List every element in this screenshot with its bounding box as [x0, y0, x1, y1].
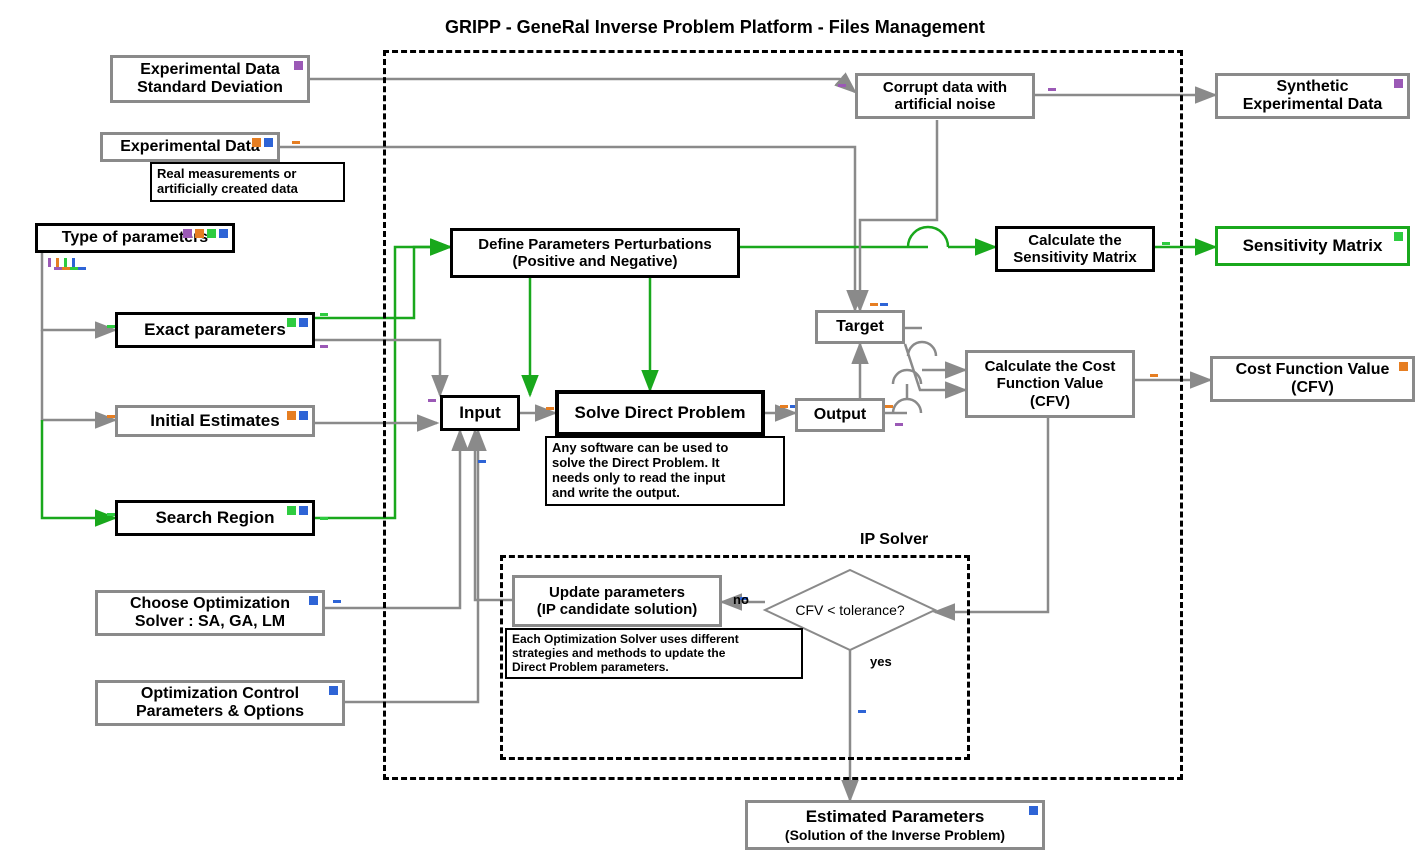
note-updnote: Each Optimization Solver uses differents… [505, 628, 803, 679]
node-estparam-sublabel: (Solution of the Inverse Problem) [785, 827, 1005, 843]
marker-blue [264, 138, 273, 147]
note-solvenote: Any software can be used tosolve the Dir… [545, 436, 785, 506]
node-define_pert: Define Parameters Perturbations(Positive… [450, 228, 740, 278]
node-solve-label: Solve Direct Problem [574, 403, 745, 423]
node-cfv-markers [1399, 362, 1408, 371]
node-define_pert-label: Define Parameters Perturbations(Positive… [478, 236, 711, 271]
node-exact: Exact parameters [115, 312, 315, 348]
node-estparam-label: Estimated Parameters [785, 807, 1005, 827]
node-sensmat: Sensitivity Matrix [1215, 226, 1410, 266]
node-synth: SyntheticExperimental Data [1215, 73, 1410, 119]
node-optcp-markers [329, 686, 338, 695]
marker-blue [329, 686, 338, 695]
node-initial-label: Initial Estimates [150, 411, 279, 431]
node-search: Search Region [115, 500, 315, 536]
node-synth-label: SyntheticExperimental Data [1243, 78, 1383, 115]
node-estparam-markers [1029, 806, 1038, 815]
marker-purple [183, 229, 192, 238]
node-calccfv: Calculate the CostFunction Value(CFV) [965, 350, 1135, 418]
node-corrupt: Corrupt data withartificial noise [855, 73, 1035, 119]
node-exp_data-label: Experimental Data [120, 138, 260, 156]
node-sensmat-markers [1394, 232, 1403, 241]
node-exp_data: Experimental Data [100, 132, 280, 162]
node-choose-label: Choose OptimizationSolver : SA, GA, LM [130, 595, 290, 632]
diamond-cfv-tol-yes: yes [870, 654, 892, 669]
node-corrupt-label: Corrupt data withartificial noise [883, 79, 1007, 114]
node-update: Update parameters(IP candidate solution) [512, 575, 722, 627]
marker-blue [1029, 806, 1038, 815]
node-sensmat-label: Sensitivity Matrix [1243, 236, 1383, 256]
marker-orange [1399, 362, 1408, 371]
node-estparam: Estimated Parameters(Solution of the Inv… [745, 800, 1045, 850]
node-exp_data-markers [252, 138, 273, 147]
node-target-label: Target [836, 318, 884, 336]
marker-blue [309, 596, 318, 605]
diagram-title: GRIPP - GeneRal Inverse Problem Platform… [445, 17, 985, 38]
node-cfv-label: Cost Function Value(CFV) [1236, 361, 1390, 398]
node-search-markers [287, 506, 308, 515]
node-optcp: Optimization ControlParameters & Options [95, 680, 345, 726]
node-initial: Initial Estimates [115, 405, 315, 437]
node-synth-markers [1394, 79, 1403, 88]
node-initial-markers [287, 411, 308, 420]
node-calcsens: Calculate theSensitivity Matrix [995, 226, 1155, 272]
marker-green [1394, 232, 1403, 241]
node-input: Input [440, 395, 520, 431]
node-exp_sd: Experimental DataStandard Deviation [110, 55, 310, 103]
marker-blue [299, 411, 308, 420]
node-typeparams: Type of parameters [35, 223, 235, 253]
note-expnote: Real measurements orartificially created… [150, 162, 345, 202]
diamond-cfv-tol-no: no [733, 592, 749, 607]
marker-blue [219, 229, 228, 238]
node-choose: Choose OptimizationSolver : SA, GA, LM [95, 590, 325, 636]
node-cfv: Cost Function Value(CFV) [1210, 356, 1415, 402]
marker-blue [299, 318, 308, 327]
container-ip-solver-label: IP Solver [860, 531, 928, 549]
node-update-label: Update parameters(IP candidate solution) [537, 584, 698, 619]
node-output-label: Output [814, 406, 866, 424]
marker-purple [294, 61, 303, 70]
marker-green [287, 318, 296, 327]
marker-green [207, 229, 216, 238]
node-exp_sd-markers [294, 61, 303, 70]
node-optcp-label: Optimization ControlParameters & Options [136, 685, 304, 722]
node-exact-markers [287, 318, 308, 327]
node-input-label: Input [459, 403, 501, 423]
marker-orange [195, 229, 204, 238]
node-calccfv-label: Calculate the CostFunction Value(CFV) [985, 358, 1116, 410]
marker-purple [1394, 79, 1403, 88]
node-search-label: Search Region [155, 508, 274, 528]
marker-orange [252, 138, 261, 147]
marker-orange [287, 411, 296, 420]
node-choose-markers [309, 596, 318, 605]
marker-blue [299, 506, 308, 515]
node-solve: Solve Direct Problem [555, 390, 765, 436]
node-typeparams-markers [183, 229, 228, 238]
node-exp_sd-label: Experimental DataStandard Deviation [137, 61, 283, 98]
node-calcsens-label: Calculate theSensitivity Matrix [1013, 232, 1136, 267]
marker-green [287, 506, 296, 515]
node-target: Target [815, 310, 905, 344]
node-exact-label: Exact parameters [144, 320, 286, 340]
node-output: Output [795, 398, 885, 432]
